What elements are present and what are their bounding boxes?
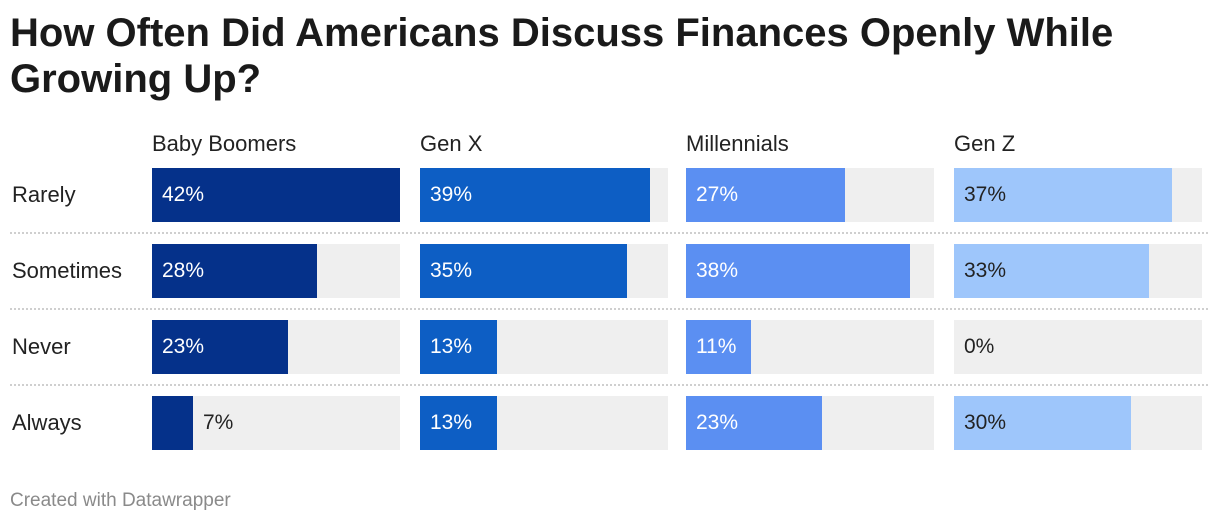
column-header-gen-z: Gen Z [954, 131, 1016, 156]
bar-gen-x-never [420, 320, 497, 374]
bar-value-label: 35% [430, 259, 473, 282]
bar-millennials-rarely [686, 168, 845, 222]
row-divider [10, 308, 1208, 310]
bar-value-label: 39% [430, 183, 473, 206]
bar-value-label: 13% [430, 411, 473, 434]
bar-value-label: 7% [203, 411, 234, 434]
bar-gen-z-rarely [954, 168, 1172, 222]
bar-track-baby-boomers-never: 23% [152, 320, 400, 374]
bar-track-gen-z-sometimes: 33% [954, 244, 1202, 298]
bar-track-baby-boomers-rarely: 42% [152, 168, 400, 222]
bar-value-label: 13% [430, 335, 473, 358]
bar-baby-boomers-never [152, 320, 288, 374]
chart-title: How Often Did Americans Discuss Finances… [10, 11, 1114, 101]
bar-track-millennials-sometimes: 38% [686, 244, 934, 298]
row-label-always: Always [12, 410, 82, 435]
bar-value-label: 37% [964, 183, 1007, 206]
row-label-never: Never [12, 334, 71, 359]
bar-millennials-sometimes [686, 244, 910, 298]
bar-track-millennials-never: 11% [686, 320, 934, 374]
bar-track-gen-x-rarely: 39% [420, 168, 668, 222]
bar-baby-boomers-always [152, 396, 193, 450]
bar-value-label: 23% [162, 335, 205, 358]
bar-millennials-never [686, 320, 751, 374]
bar-track-gen-z-rarely: 37% [954, 168, 1202, 222]
bar-track-gen-x-never: 13% [420, 320, 668, 374]
row-divider [10, 232, 1208, 234]
bar-track-gen-x-always: 13% [420, 396, 668, 450]
bar-value-label: 11% [696, 335, 737, 358]
bar-millennials-always [686, 396, 822, 450]
bar-value-label: 38% [696, 259, 739, 282]
bar-value-label: 28% [162, 259, 205, 282]
bar-gen-x-rarely [420, 168, 650, 222]
bar-baby-boomers-rarely [152, 168, 400, 222]
bar-value-label: 30% [964, 411, 1007, 434]
column-header-gen-x: Gen X [420, 131, 483, 156]
bar-track-baby-boomers-always: 7% [152, 396, 400, 450]
column-header-baby-boomers: Baby Boomers [152, 131, 297, 156]
bar-track-millennials-rarely: 27% [686, 168, 934, 222]
bar-value-label: 0% [964, 335, 995, 358]
bar-value-label: 27% [696, 183, 739, 206]
bar-value-label: 33% [964, 259, 1007, 282]
bar-gen-z-sometimes [954, 244, 1149, 298]
bar-baby-boomers-sometimes [152, 244, 317, 298]
bar-value-label: 23% [696, 411, 739, 434]
bar-track-gen-x-sometimes: 35% [420, 244, 668, 298]
row-label-rarely: Rarely [12, 182, 76, 207]
column-header-millennials: Millennials [686, 131, 789, 156]
bar-value-label: 42% [162, 183, 205, 206]
bar-track-baby-boomers-sometimes: 28% [152, 244, 400, 298]
bar-track-gen-z-never: 0% [954, 320, 1202, 374]
row-label-sometimes: Sometimes [12, 258, 123, 283]
bar-gen-x-always [420, 396, 497, 450]
bar-track-millennials-always: 23% [686, 396, 934, 450]
bar-track-gen-z-always: 30% [954, 396, 1202, 450]
bar-gen-z-always [954, 396, 1131, 450]
footer-credit: Created with Datawrapper [10, 490, 231, 511]
bar-gen-x-sometimes [420, 244, 627, 298]
row-divider [10, 384, 1208, 386]
